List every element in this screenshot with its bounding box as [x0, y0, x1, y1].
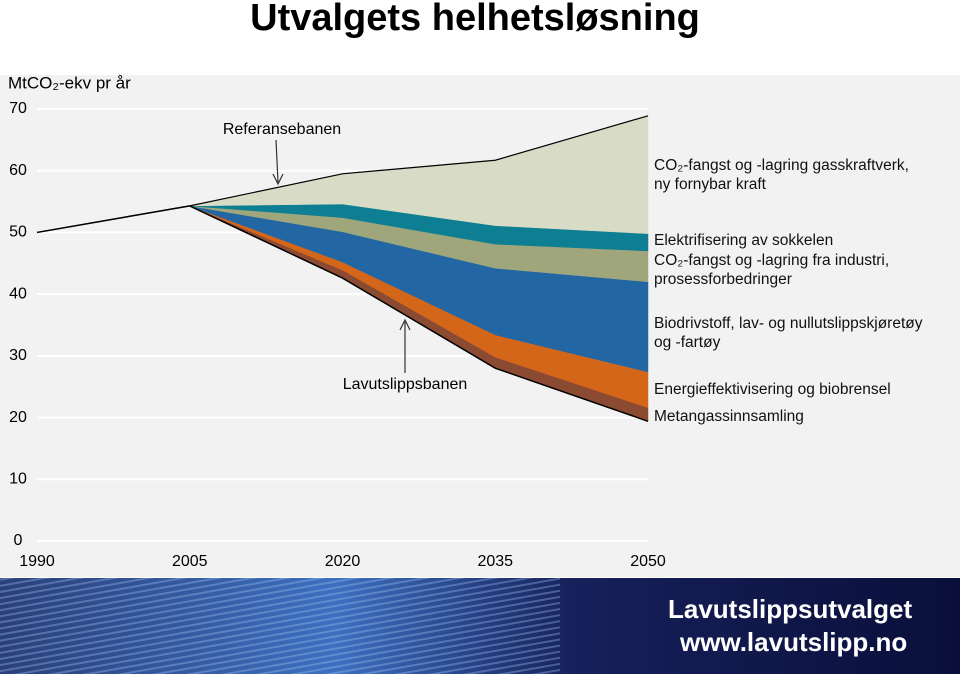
x-tick-label: 2005 — [172, 553, 208, 570]
footer-url: www.lavutslipp.no — [679, 627, 907, 657]
annotation: Lavutslippsbanen — [343, 376, 468, 393]
legend-label: CO₂-fangst og -lagring gasskraftverk, ny… — [654, 157, 909, 193]
x-tick-label: 1990 — [19, 553, 55, 570]
y-tick-label: 40 — [9, 285, 27, 302]
legend-label: Biodrivstoff, lav- og nullutslippskjøret… — [654, 315, 923, 351]
x-tick-label: 2020 — [325, 553, 361, 570]
y-tick-label: 70 — [9, 100, 27, 117]
legend-label: Metangassinnsamling — [654, 408, 804, 425]
annotation: Referansebanen — [223, 121, 341, 138]
y-tick-label: 60 — [9, 162, 27, 179]
annotation-arrow — [399, 318, 411, 373]
footer-pattern — [0, 578, 560, 674]
y-tick-label: 10 — [9, 471, 27, 488]
annotation-arrow — [272, 139, 284, 186]
y-tick-label: 30 — [9, 347, 27, 364]
y-tick-label: 50 — [9, 224, 27, 241]
chart-title: Utvalgets helhetsløsning — [250, 0, 700, 39]
y-tick-label: 0 — [14, 532, 23, 549]
footer-title: Lavutslippsutvalget — [668, 594, 912, 624]
y-axis-label: MtCO₂-ekv pr år — [8, 73, 131, 92]
y-tick-label: 20 — [9, 409, 27, 426]
legend-label: Elektrifisering av sokkelen — [654, 232, 834, 249]
legend-label: Energieffektivisering og biobrensel — [654, 381, 891, 398]
x-tick-label: 2035 — [477, 553, 513, 570]
baseline — [36, 205, 649, 422]
legend-label: CO₂-fangst og -lagring fra industri, pro… — [654, 252, 890, 288]
x-tick-label: 2050 — [630, 553, 666, 570]
